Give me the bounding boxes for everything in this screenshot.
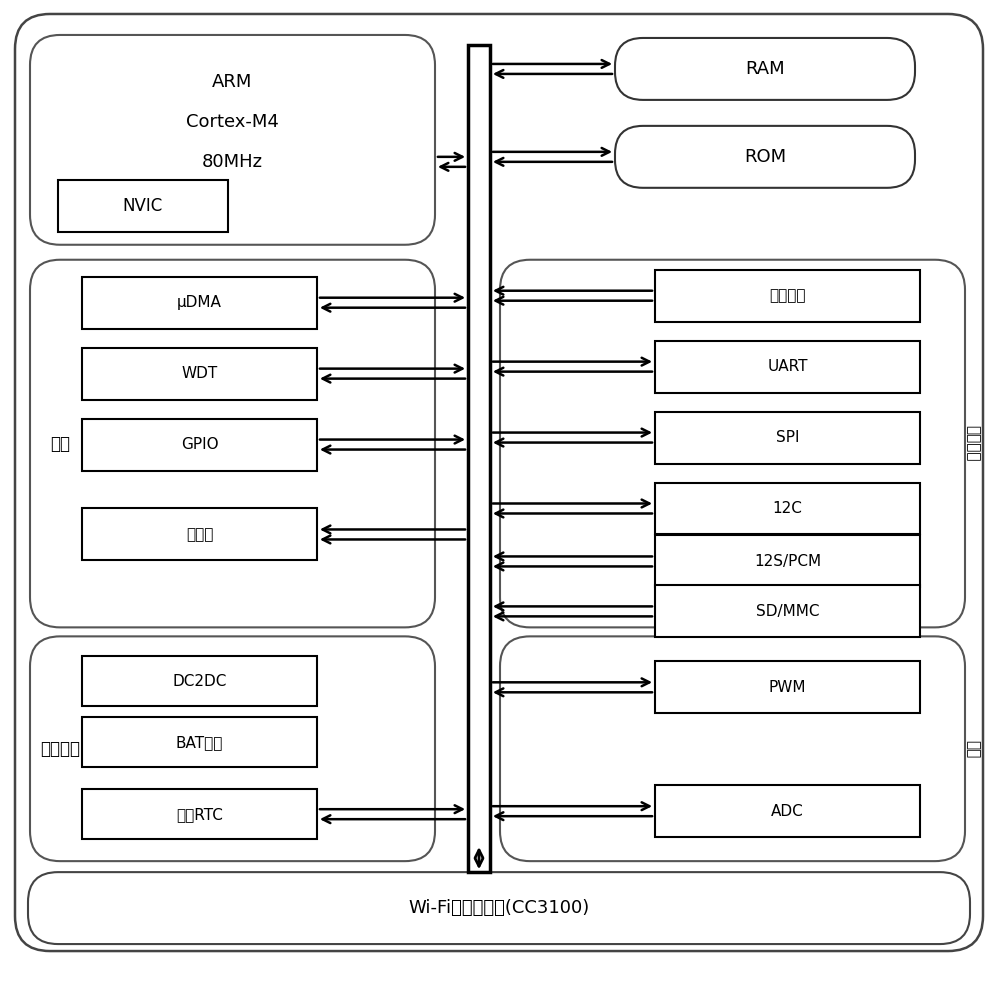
Bar <box>655 483 920 534</box>
FancyBboxPatch shape <box>30 260 435 627</box>
Text: 振荡器: 振荡器 <box>186 526 213 542</box>
Text: 外设接口: 外设接口 <box>966 426 980 462</box>
Bar <box>468 45 490 872</box>
Bar <box>82 277 317 329</box>
Bar <box>58 180 228 232</box>
Text: Cortex-M4: Cortex-M4 <box>186 113 279 131</box>
Text: ADC: ADC <box>771 803 804 819</box>
Bar <box>82 717 317 767</box>
Text: 休眠RTC: 休眠RTC <box>176 806 223 822</box>
Bar <box>82 348 317 400</box>
Bar <box>655 661 920 713</box>
Text: Wi-Fi网络处理器(CC3100): Wi-Fi网络处理器(CC3100) <box>408 899 590 917</box>
Text: RAM: RAM <box>745 60 785 78</box>
Bar <box>655 585 920 637</box>
Text: 80MHz: 80MHz <box>202 153 263 171</box>
FancyBboxPatch shape <box>15 14 983 951</box>
Text: NVIC: NVIC <box>123 197 163 215</box>
FancyBboxPatch shape <box>615 126 915 188</box>
Bar <box>655 535 920 587</box>
Bar <box>655 412 920 464</box>
Text: ROM: ROM <box>744 148 786 166</box>
Text: PWM: PWM <box>769 679 806 695</box>
Bar <box>82 508 317 560</box>
Text: 12C: 12C <box>773 500 802 516</box>
Bar <box>82 656 317 706</box>
FancyBboxPatch shape <box>615 38 915 100</box>
Text: UART: UART <box>767 359 808 375</box>
Text: DC2DC: DC2DC <box>172 673 227 689</box>
Text: μDMA: μDMA <box>177 295 222 311</box>
FancyBboxPatch shape <box>500 260 965 627</box>
Text: 模拟: 模拟 <box>966 739 980 758</box>
Bar <box>655 785 920 837</box>
Text: BAT监控: BAT监控 <box>176 734 223 750</box>
Text: 12S/PCM: 12S/PCM <box>754 553 821 569</box>
Bar <box>82 419 317 471</box>
Text: 系统: 系统 <box>50 435 70 453</box>
Bar <box>655 341 920 393</box>
FancyBboxPatch shape <box>28 872 970 944</box>
Bar <box>82 789 317 839</box>
Text: 电源管理: 电源管理 <box>40 739 80 758</box>
FancyBboxPatch shape <box>30 636 435 861</box>
FancyBboxPatch shape <box>30 35 435 245</box>
FancyBboxPatch shape <box>500 636 965 861</box>
Bar <box>655 270 920 322</box>
Text: SPI: SPI <box>776 430 799 446</box>
Text: ARM: ARM <box>212 73 253 91</box>
Text: 快速并口: 快速并口 <box>769 288 806 304</box>
Text: GPIO: GPIO <box>181 437 218 453</box>
Text: SD/MMC: SD/MMC <box>756 603 819 619</box>
Text: WDT: WDT <box>181 366 218 382</box>
